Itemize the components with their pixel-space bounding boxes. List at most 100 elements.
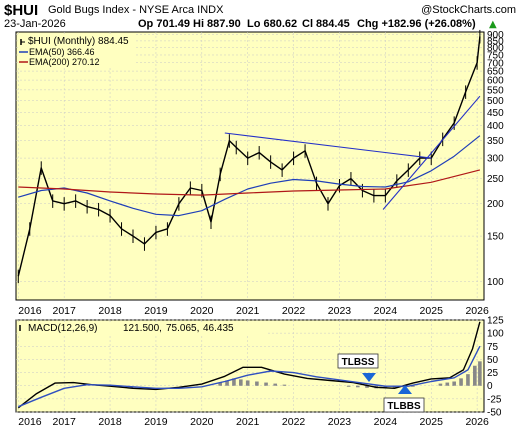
price-tick-label: 700 xyxy=(487,58,504,69)
macd-x-tick-label: 2025 xyxy=(420,416,444,428)
price-x-tick-label: 2024 xyxy=(374,305,398,317)
macd-legend-v2: 75.065, xyxy=(166,323,199,334)
price-x-tick-label: 2016 xyxy=(18,305,42,317)
macd-x-tick-label: 2023 xyxy=(328,416,352,428)
macd-histogram-bar xyxy=(383,385,388,389)
index-name: Gold Bugs Index - NYSE Arca INDX xyxy=(48,4,224,16)
macd-series-group xyxy=(17,321,482,409)
macd-panel xyxy=(15,319,485,413)
ema-50-line xyxy=(18,135,481,217)
macd-histogram-bar xyxy=(218,382,222,386)
price-x-tick-label: 2023 xyxy=(328,305,352,317)
macd-x-tick-label: 2018 xyxy=(98,416,122,428)
price-x-tick-label: 2022 xyxy=(282,305,306,317)
price-tick-label: 450 xyxy=(487,108,504,119)
legend-price: $HUI (Monthly) 884.45 xyxy=(28,36,129,47)
macd-legend-v3: 46.435 xyxy=(203,323,234,334)
signal-line xyxy=(18,345,481,408)
macd-histogram-bar xyxy=(459,378,463,386)
macd-legend-box xyxy=(18,322,268,334)
tlbbs-label: TLBBS xyxy=(387,401,421,412)
price-tick-label: 650 xyxy=(487,67,504,78)
macd-histogram-bar xyxy=(466,374,470,386)
trendline-1-line xyxy=(224,132,432,159)
macd-histogram-bar xyxy=(264,382,268,386)
price-tick-label: 300 xyxy=(487,154,504,165)
macd-tick-label: 75 xyxy=(487,342,499,353)
macd-x-tick-label: 2016 xyxy=(18,416,42,428)
macd-tick-label: 0 xyxy=(487,381,493,392)
legend-box xyxy=(18,34,136,66)
macd-histogram-bar xyxy=(346,385,351,387)
macd-histogram-bar xyxy=(438,383,443,386)
macd-axis: -50 -25 0 25 50 75 100 125 xyxy=(487,316,504,419)
price-tick-label: 250 xyxy=(487,174,504,185)
low-label: Lo 680.62 xyxy=(247,18,297,30)
date-label: 23-Jan-2026 xyxy=(4,18,66,30)
macd-histogram-bar xyxy=(452,381,456,386)
price-axis: 100 150 200 250 300 350 400 4505005506006507007… xyxy=(487,30,504,288)
macd-tick-label: -25 xyxy=(487,394,502,405)
price-tick-label: 150 xyxy=(487,232,504,243)
macd-x-labels: 2016 2017 2018 2019 2020 2021 2022 2023 2024 2025… xyxy=(18,416,489,428)
macd-tick-label: 100 xyxy=(487,329,504,340)
price-panel xyxy=(15,31,485,301)
macd-histogram-bar xyxy=(356,385,360,388)
macd-tick-label: 125 xyxy=(487,316,504,327)
tlbbs-arrow-icon xyxy=(398,385,412,394)
tlbss-label: TLBSS xyxy=(342,357,375,368)
ema-200-line xyxy=(18,169,481,196)
price-tick-label: 850 xyxy=(487,36,504,47)
price-series-group xyxy=(17,29,481,284)
macd-histogram-bar xyxy=(232,378,236,386)
macd-histogram-bar xyxy=(225,380,229,386)
tlbss-arrow-icon xyxy=(362,373,376,382)
trendline-2-line xyxy=(382,95,481,210)
macd-tick-label: 25 xyxy=(487,368,499,379)
macd-legend-label: MACD(12,26,9) xyxy=(28,323,97,334)
price-x-tick-label: 2026 xyxy=(465,305,489,317)
price-tick-label: 200 xyxy=(487,199,504,210)
macd-x-tick-label: 2022 xyxy=(282,416,306,428)
price-x-tick-label: 2018 xyxy=(98,305,122,317)
macd-x-tick-label: 2026 xyxy=(465,416,489,428)
macd-histogram-bar xyxy=(273,383,278,386)
price-x-labels: 2016 2017 2018 2019 2020 2021 2022 2023 2024 2025… xyxy=(18,305,489,317)
price-tick-label: 400 xyxy=(487,121,504,132)
macd-legend-v1: 121.500, xyxy=(123,323,162,334)
change-arrow-icon: ▲ xyxy=(489,19,497,30)
watermark: @StockCharts.com xyxy=(421,4,516,16)
macd-x-tick-label: 2019 xyxy=(144,416,168,428)
price-x-tick-label: 2025 xyxy=(420,305,444,317)
change-label: Chg +182.96 (+26.08%) xyxy=(357,18,476,30)
price-x-tick-label: 2021 xyxy=(236,305,260,317)
price-tick-label: 500 xyxy=(487,96,504,107)
macd-tick-label: -50 xyxy=(487,408,502,419)
price-tick-label: 900 xyxy=(487,30,504,41)
legend-ema200: EMA(200) 270.12 xyxy=(29,57,100,67)
price-tick-label: 100 xyxy=(487,277,504,288)
open-label: Op 701.49 xyxy=(138,18,190,30)
price-x-tick-label: 2020 xyxy=(190,305,214,317)
macd-histogram-bar xyxy=(473,365,477,386)
high-label: Hi 887.90 xyxy=(193,18,241,30)
price-tick-label: 600 xyxy=(487,76,504,87)
price-tick-label: 800 xyxy=(487,43,504,54)
macd-tick-label: 50 xyxy=(487,355,499,366)
close-label: Cl 884.45 xyxy=(302,18,350,30)
legend-ema50: EMA(50) 366.46 xyxy=(29,47,95,57)
price-x-tick-label: 2017 xyxy=(52,305,76,317)
tlbbs-box xyxy=(383,397,425,413)
macd-histogram-bar xyxy=(255,381,259,386)
price-x-tick-label: 2019 xyxy=(144,305,168,317)
macd-histogram-bar xyxy=(282,384,287,386)
macd-x-tick-label: 2024 xyxy=(374,416,398,428)
macd-x-tick-label: 2020 xyxy=(190,416,214,428)
macd-histogram-bar xyxy=(245,380,250,386)
macd-histogram-bar xyxy=(478,361,482,386)
tlbss-box xyxy=(337,353,379,369)
macd-histogram-bar xyxy=(365,385,369,388)
macd-x-tick-label: 2021 xyxy=(236,416,260,428)
macd-histogram-bar xyxy=(445,382,450,386)
